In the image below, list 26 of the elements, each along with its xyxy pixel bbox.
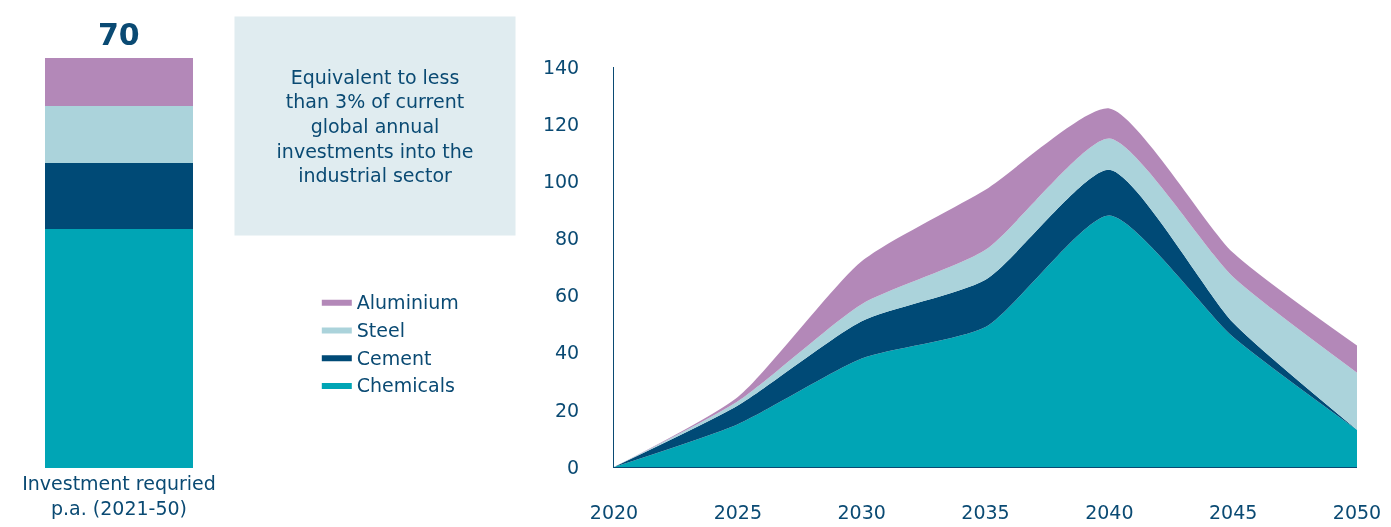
y-tick-label: 60 (555, 284, 580, 307)
annotation: 70 (98, 17, 140, 52)
y-tick-label: 40 (555, 341, 580, 364)
x-tick-label: 2040 (1085, 500, 1134, 523)
y-tick-label: 20 (555, 398, 580, 421)
y-tick-label: 120 (542, 112, 580, 135)
bar (45, 228, 193, 468)
x-tick-label: 2045 (1208, 500, 1258, 523)
bar (45, 58, 193, 106)
y-tick-label: 80 (555, 227, 580, 250)
y-tick-label: 100 (542, 169, 580, 192)
x-tick-label: 2035 (961, 500, 1010, 523)
x-tick-label: Investment requried p.a. (2021-50) (22, 472, 216, 519)
y-tick-label: 0 (567, 455, 580, 478)
x-tick-label: 2020 (589, 500, 639, 523)
x-tick-label: 2025 (713, 500, 763, 523)
text: Equivalent to less than 3% of current global annual investments into the industrial sector (276, 65, 474, 187)
x-tick-label: 2050 (1332, 500, 1382, 523)
x-tick-label: 2030 (837, 500, 886, 523)
legend-label: Cement (356, 346, 432, 369)
y-tick-label: 140 (542, 55, 580, 78)
legend-label: Chemicals (356, 374, 455, 397)
legend-label: Aluminium (356, 291, 459, 314)
bar (45, 105, 193, 163)
legend-label: Steel (356, 318, 405, 341)
bar (45, 162, 193, 229)
